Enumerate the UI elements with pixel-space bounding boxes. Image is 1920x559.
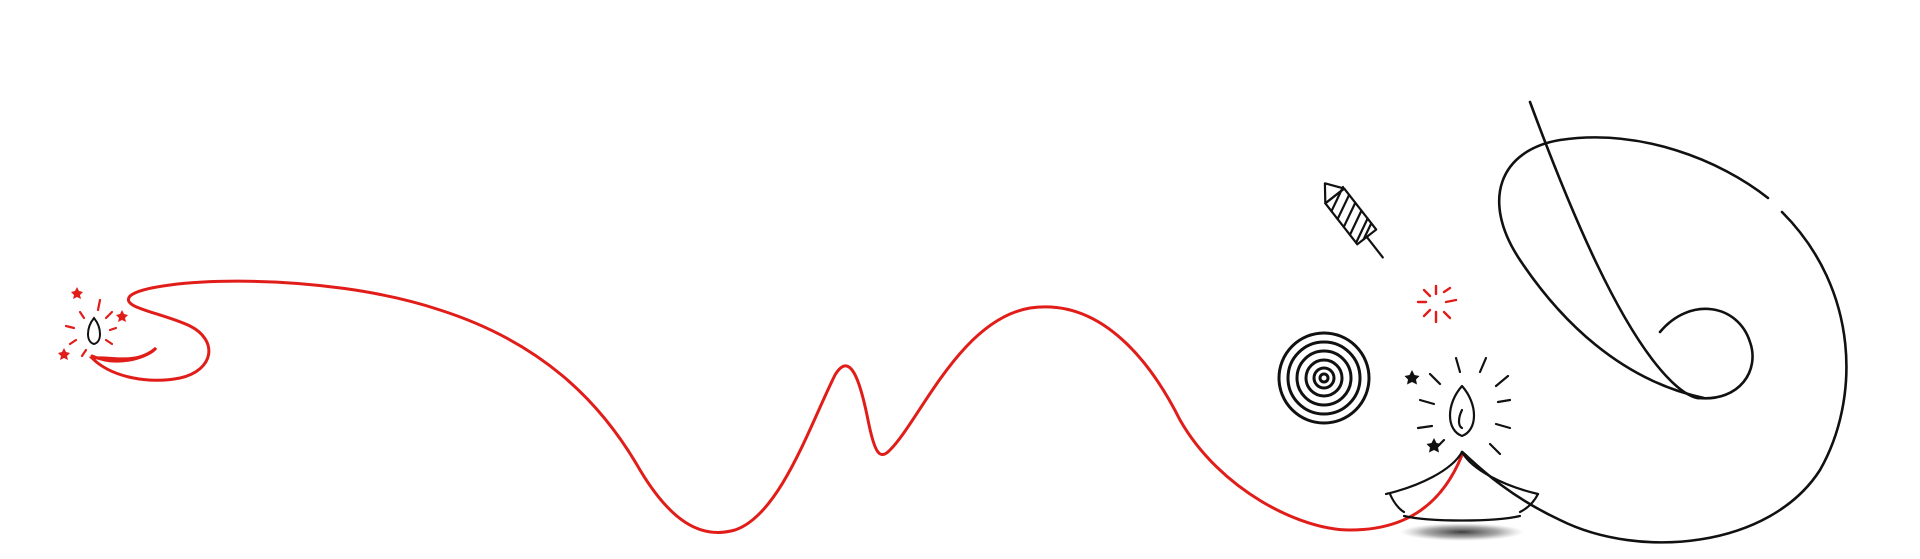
decorative-swirl-icon	[1460, 100, 1848, 544]
rocket-firecracker-icon	[1323, 182, 1384, 259]
red-spark-icon	[1416, 284, 1458, 324]
red-fuse-line	[88, 279, 1464, 534]
spiral-chakri-icon	[1277, 331, 1371, 425]
diya-shadow	[1400, 523, 1524, 541]
large-diya-icon	[1384, 356, 1540, 522]
small-diya-icon	[58, 287, 128, 360]
